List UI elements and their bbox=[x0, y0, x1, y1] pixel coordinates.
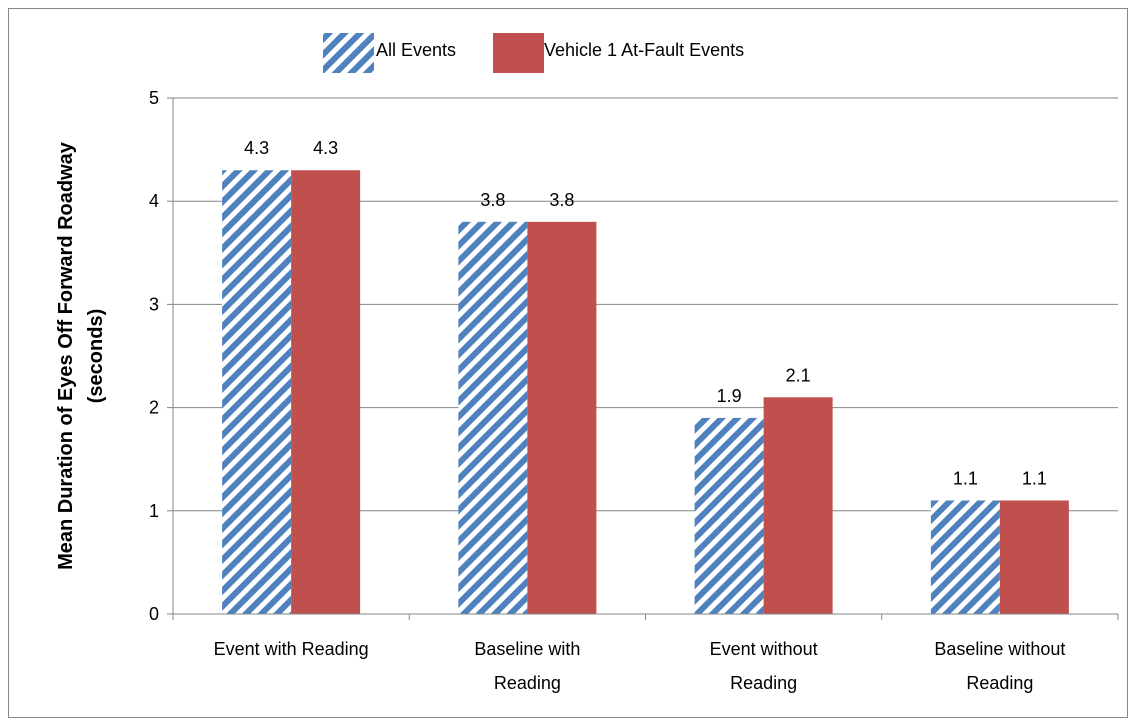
data-label: 3.8 bbox=[480, 190, 505, 210]
x-axis: Event with Reading Baseline with Reading Ev… bbox=[172, 613, 1119, 693]
y-axis-title-line: Mean Duration of Eyes Off Forward Roadwa… bbox=[55, 141, 77, 570]
y-tick-label: 0 bbox=[149, 604, 159, 624]
legend-label: All Events bbox=[376, 40, 456, 60]
x-tick-label: Event with Reading bbox=[214, 639, 369, 659]
data-label: 1.1 bbox=[953, 468, 978, 488]
legend: All Events Vehicle 1 At-Fault Events bbox=[323, 33, 744, 73]
x-tick-label: Reading bbox=[966, 673, 1033, 693]
y-tick-label: 5 bbox=[149, 88, 159, 108]
data-label: 2.1 bbox=[786, 365, 811, 385]
legend-label: Vehicle 1 At-Fault Events bbox=[544, 40, 744, 60]
bar bbox=[291, 170, 361, 615]
bar bbox=[527, 221, 597, 614]
y-axis-title-line: (seconds) bbox=[85, 309, 107, 403]
x-tick-label: Baseline without bbox=[934, 639, 1065, 659]
x-tick-label: Reading bbox=[730, 673, 797, 693]
x-tick-label: Reading bbox=[494, 673, 561, 693]
data-label: 4.3 bbox=[313, 138, 338, 158]
y-axis: 0 1 2 3 4 5 bbox=[149, 88, 174, 624]
y-tick-label: 4 bbox=[149, 191, 159, 211]
y-tick-label: 1 bbox=[149, 501, 159, 521]
legend-swatch bbox=[323, 33, 374, 73]
data-label: 1.9 bbox=[717, 386, 742, 406]
x-tick-label: Baseline with bbox=[474, 639, 580, 659]
data-label: 3.8 bbox=[549, 190, 574, 210]
x-tick-label: Event without bbox=[710, 639, 818, 659]
bar bbox=[458, 221, 528, 614]
bar bbox=[999, 500, 1069, 614]
legend-swatch bbox=[493, 33, 544, 73]
bar bbox=[222, 170, 292, 615]
y-tick-label: 3 bbox=[149, 294, 159, 314]
bar bbox=[694, 417, 764, 614]
y-tick-label: 2 bbox=[149, 398, 159, 418]
data-label: 4.3 bbox=[244, 138, 269, 158]
data-label: 1.1 bbox=[1022, 468, 1047, 488]
y-axis-title: Mean Duration of Eyes Off Forward Roadwa… bbox=[55, 141, 107, 570]
bars: 4.3 3.8 1.9 1.1 4.3 3.8 2.1 1.1 bbox=[222, 138, 1069, 615]
bar bbox=[763, 397, 833, 614]
bar bbox=[930, 500, 1000, 614]
